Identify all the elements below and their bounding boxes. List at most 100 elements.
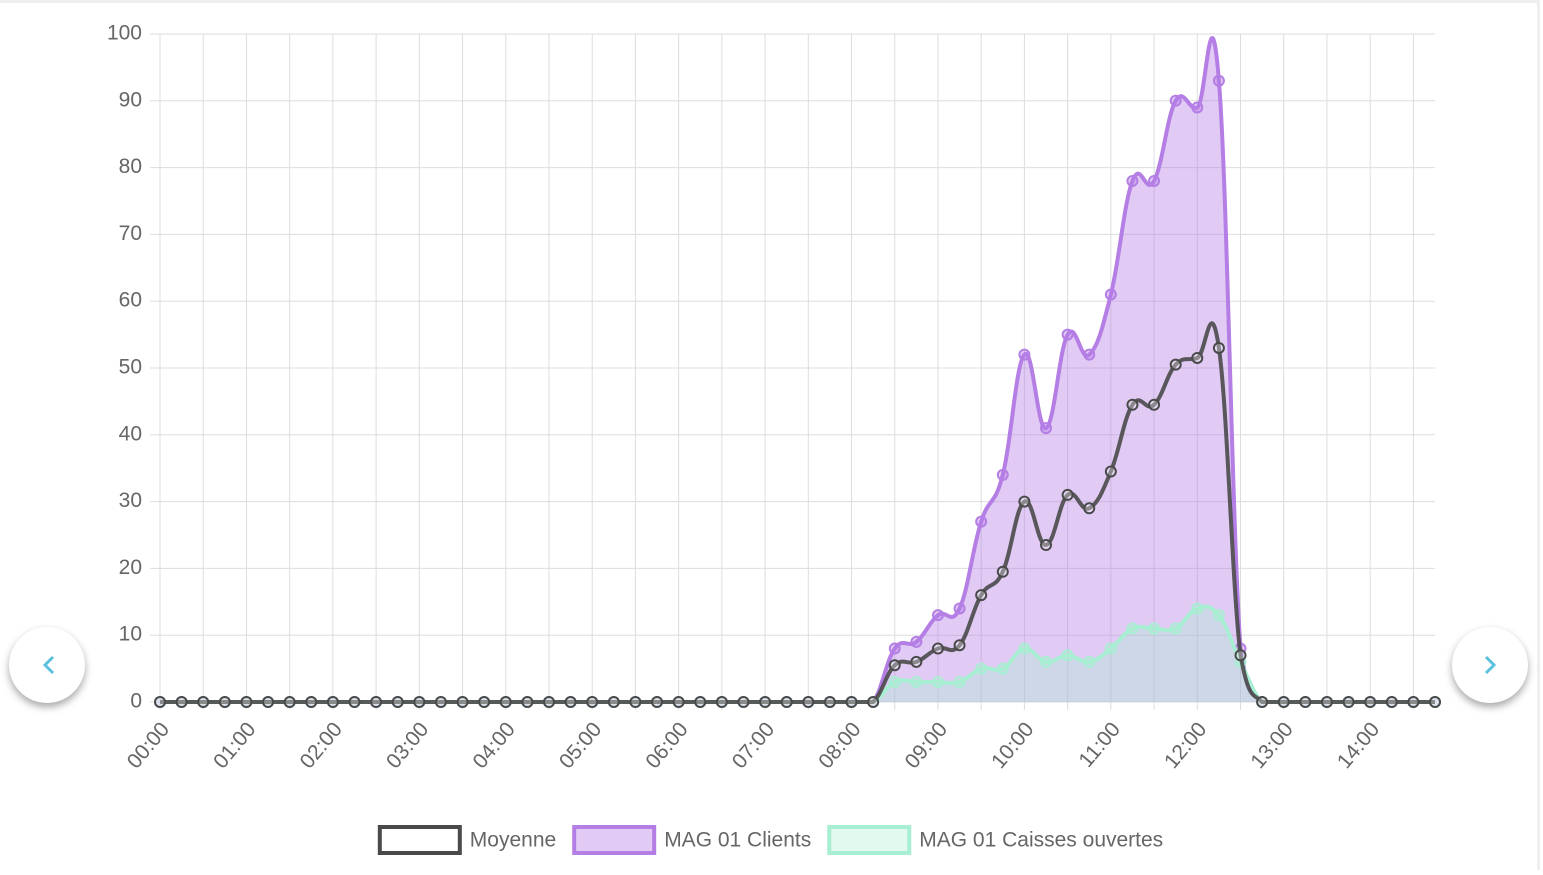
point <box>694 696 707 708</box>
x-tick-label: 07:00 <box>728 718 779 773</box>
point <box>197 696 210 708</box>
point <box>413 696 426 708</box>
point <box>910 675 923 688</box>
point <box>888 675 901 688</box>
x-tick-label: 00:00 <box>123 718 174 773</box>
point <box>953 602 966 615</box>
point <box>1342 696 1355 708</box>
point <box>975 662 988 675</box>
x-tick-label: 03:00 <box>382 718 433 773</box>
point <box>1277 696 1290 708</box>
legend-swatch <box>377 825 462 855</box>
point <box>910 635 923 648</box>
point <box>715 696 728 708</box>
x-tick-label: 11:00 <box>1075 718 1125 772</box>
point <box>218 696 231 708</box>
point <box>1148 398 1161 411</box>
legend-label: MAG 01 Caisses ouvertes <box>919 829 1163 852</box>
point <box>1212 609 1225 622</box>
legend-swatch <box>572 825 657 855</box>
point <box>499 696 512 708</box>
point <box>456 696 469 708</box>
point <box>1169 358 1182 371</box>
point <box>802 696 815 708</box>
y-tick-label: 90 <box>119 88 142 111</box>
point <box>1126 174 1139 187</box>
point <box>931 642 944 655</box>
point <box>1148 174 1161 187</box>
point <box>996 468 1009 481</box>
point <box>478 696 491 708</box>
x-tick-label: 12:00 <box>1160 718 1211 773</box>
point <box>1364 696 1377 708</box>
y-tick-label: 10 <box>119 623 142 646</box>
y-tick-label: 20 <box>119 556 142 579</box>
next-icon <box>1484 655 1497 675</box>
point <box>1212 74 1225 87</box>
point <box>1191 351 1204 364</box>
point <box>996 565 1009 578</box>
point <box>1234 649 1247 662</box>
y-tick-label: 50 <box>119 356 142 379</box>
point <box>521 696 534 708</box>
point <box>737 696 750 708</box>
x-tick-label: 13:00 <box>1246 718 1297 773</box>
x-tick-label: 09:00 <box>901 718 952 773</box>
point <box>1083 655 1096 668</box>
point <box>1083 502 1096 515</box>
point <box>1040 655 1053 668</box>
y-tick-label: 30 <box>119 489 142 512</box>
point <box>910 655 923 668</box>
point <box>931 675 944 688</box>
point <box>1018 348 1031 361</box>
series-line <box>159 36 1435 705</box>
point <box>953 675 966 688</box>
point <box>1385 696 1398 708</box>
point <box>1061 488 1074 501</box>
point <box>240 696 253 708</box>
legend-label: MAG 01 Clients <box>664 829 811 852</box>
point <box>1256 696 1269 708</box>
x-tick-label: 06:00 <box>641 718 692 773</box>
point <box>564 696 577 708</box>
point <box>975 589 988 602</box>
point <box>651 696 664 708</box>
point <box>1169 94 1182 107</box>
x-tick-label: 14:00 <box>1333 718 1384 773</box>
point <box>759 696 772 708</box>
point <box>780 696 793 708</box>
point <box>1407 696 1420 708</box>
point <box>326 696 339 708</box>
y-tick-label: 60 <box>119 289 142 312</box>
point <box>975 515 988 528</box>
point <box>154 696 166 708</box>
point <box>1148 622 1161 635</box>
point <box>931 609 944 622</box>
y-tick-label: 0 <box>130 690 142 713</box>
prev-button[interactable] <box>9 627 85 703</box>
point <box>542 696 555 708</box>
point <box>283 696 296 708</box>
point <box>391 696 404 708</box>
legend-swatch <box>827 825 912 855</box>
point <box>370 696 383 708</box>
y-tick-label: 100 <box>107 22 142 45</box>
x-tick-label: 10:00 <box>987 718 1038 773</box>
point <box>1104 642 1117 655</box>
point <box>1299 696 1312 708</box>
point <box>1320 696 1333 708</box>
point <box>1104 465 1117 478</box>
series-line <box>159 321 1435 705</box>
point <box>1126 398 1139 411</box>
point <box>867 696 880 708</box>
point <box>1191 602 1204 615</box>
point <box>888 659 901 672</box>
point <box>888 642 901 655</box>
point <box>1126 622 1139 635</box>
y-tick-label: 80 <box>119 155 142 178</box>
x-tick-label: 02:00 <box>296 718 347 773</box>
point <box>1429 696 1441 708</box>
next-button[interactable] <box>1452 627 1528 703</box>
point <box>175 696 188 708</box>
